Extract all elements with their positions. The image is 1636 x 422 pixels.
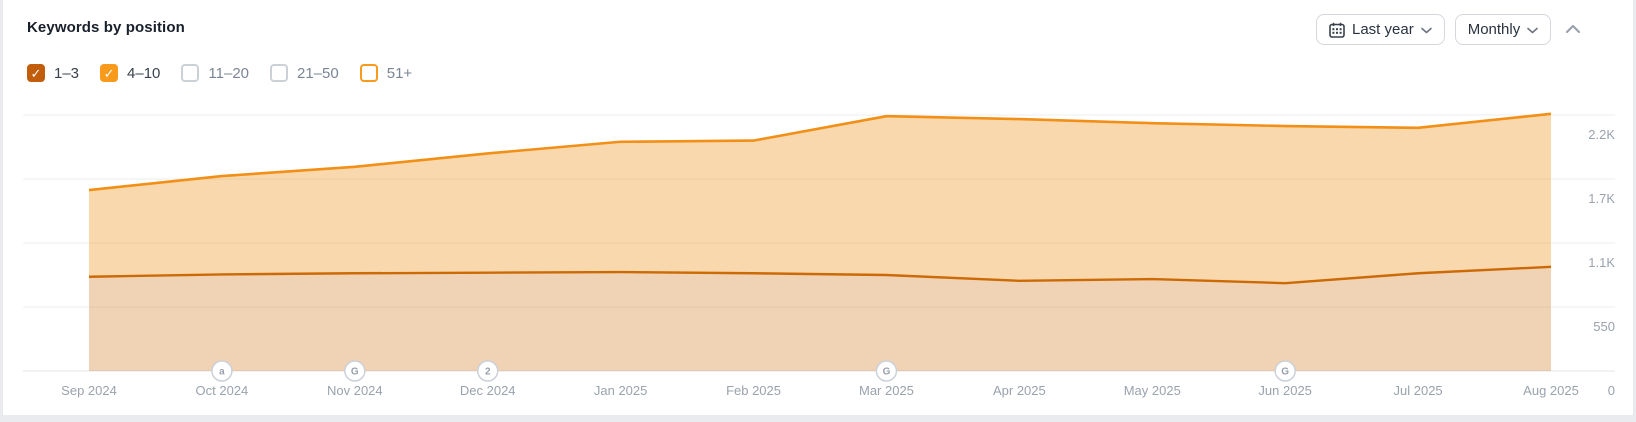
update-marker-2[interactable]: 2 bbox=[476, 360, 499, 382]
filter-label: 21–50 bbox=[297, 64, 339, 82]
y-axis-label: 550 bbox=[1593, 319, 1615, 334]
line-4-10-stacked-top bbox=[88, 112, 1552, 192]
area-4-10 bbox=[89, 113, 1551, 284]
x-axis-label: Aug 2025 bbox=[1523, 383, 1579, 398]
chart-canvas: a G 2 G G bbox=[23, 112, 1615, 382]
update-marker-G[interactable]: G bbox=[875, 360, 898, 382]
checkbox-unchecked-icon bbox=[181, 64, 200, 82]
chevron-up-icon bbox=[1565, 21, 1581, 39]
y-axis-label: 2.2K bbox=[1588, 127, 1615, 142]
filter-label: 1–3 bbox=[54, 64, 80, 82]
chevron-down-icon bbox=[1527, 21, 1539, 38]
granularity-button[interactable]: Monthly bbox=[1454, 14, 1552, 45]
line-1-3 bbox=[88, 265, 1552, 285]
date-range-label: Last year bbox=[1352, 21, 1414, 38]
update-marker-G[interactable]: G bbox=[344, 360, 366, 382]
x-axis-label: Nov 2024 bbox=[326, 383, 383, 398]
svg-text:a: a bbox=[219, 367, 225, 378]
x-axis-label: Apr 2025 bbox=[992, 383, 1046, 398]
svg-text:G: G bbox=[351, 367, 359, 378]
svg-text:G: G bbox=[883, 367, 891, 378]
x-axis-label: Dec 2024 bbox=[459, 383, 516, 398]
x-axis-label: Jul 2025 bbox=[1393, 383, 1443, 398]
x-axis-label: Jan 2025 bbox=[593, 383, 648, 398]
chevron-down-icon bbox=[1420, 21, 1432, 38]
position-filter-4-10[interactable]: ✓ 4–10 bbox=[100, 64, 160, 82]
chart-controls: Last year Monthly bbox=[1316, 14, 1581, 45]
checkbox-unchecked-icon bbox=[270, 64, 289, 82]
date-range-button[interactable]: Last year bbox=[1316, 14, 1445, 45]
checkbox-checked-icon: ✓ bbox=[100, 64, 119, 82]
x-axis-label: Oct 2024 bbox=[195, 383, 249, 398]
x-axis-label: Feb 2025 bbox=[726, 383, 781, 398]
y-axis-label: 1.1K bbox=[1588, 255, 1615, 270]
update-marker-G[interactable]: G bbox=[1274, 360, 1296, 382]
page-title: Keywords by position bbox=[27, 19, 185, 36]
checkbox-checked-icon: ✓ bbox=[27, 64, 45, 82]
filter-label: 51+ bbox=[386, 64, 413, 82]
filter-label: 4–10 bbox=[127, 64, 161, 82]
keywords-chart: a G 2 G G Sep 2024 Oct 2024 Nov 2024 Dec 2024 Jan… bbox=[3, 0, 1636, 415]
update-marker-a[interactable]: a bbox=[211, 360, 233, 382]
area-1-3 bbox=[89, 266, 1551, 371]
svg-text:G: G bbox=[1281, 367, 1289, 378]
x-axis-label: May 2025 bbox=[1123, 383, 1181, 398]
x-axis-label: Sep 2024 bbox=[61, 383, 117, 398]
position-filter-11-20[interactable]: 11–20 bbox=[181, 64, 249, 82]
position-filter-51plus[interactable]: 51+ bbox=[359, 64, 413, 82]
filter-label: 11–20 bbox=[208, 64, 250, 82]
y-axis-label: 0 bbox=[1607, 383, 1615, 398]
checkbox-unchecked-icon bbox=[359, 64, 378, 82]
collapse-section-button[interactable] bbox=[1565, 21, 1581, 39]
position-filter-1-3[interactable]: ✓ 1–3 bbox=[27, 64, 79, 82]
x-axis-label: Mar 2025 bbox=[858, 383, 914, 398]
calendar-icon bbox=[1329, 22, 1345, 38]
granularity-label: Monthly bbox=[1467, 21, 1521, 38]
position-filter-21-50[interactable]: 21–50 bbox=[270, 64, 339, 82]
x-axis-label: Jun 2025 bbox=[1258, 383, 1312, 398]
y-axis-label: 1.7K bbox=[1588, 191, 1615, 206]
svg-text:2: 2 bbox=[485, 367, 491, 378]
position-filters: ✓ 1–3 ✓ 4–10 11–20 21–50 51+ bbox=[27, 64, 412, 82]
